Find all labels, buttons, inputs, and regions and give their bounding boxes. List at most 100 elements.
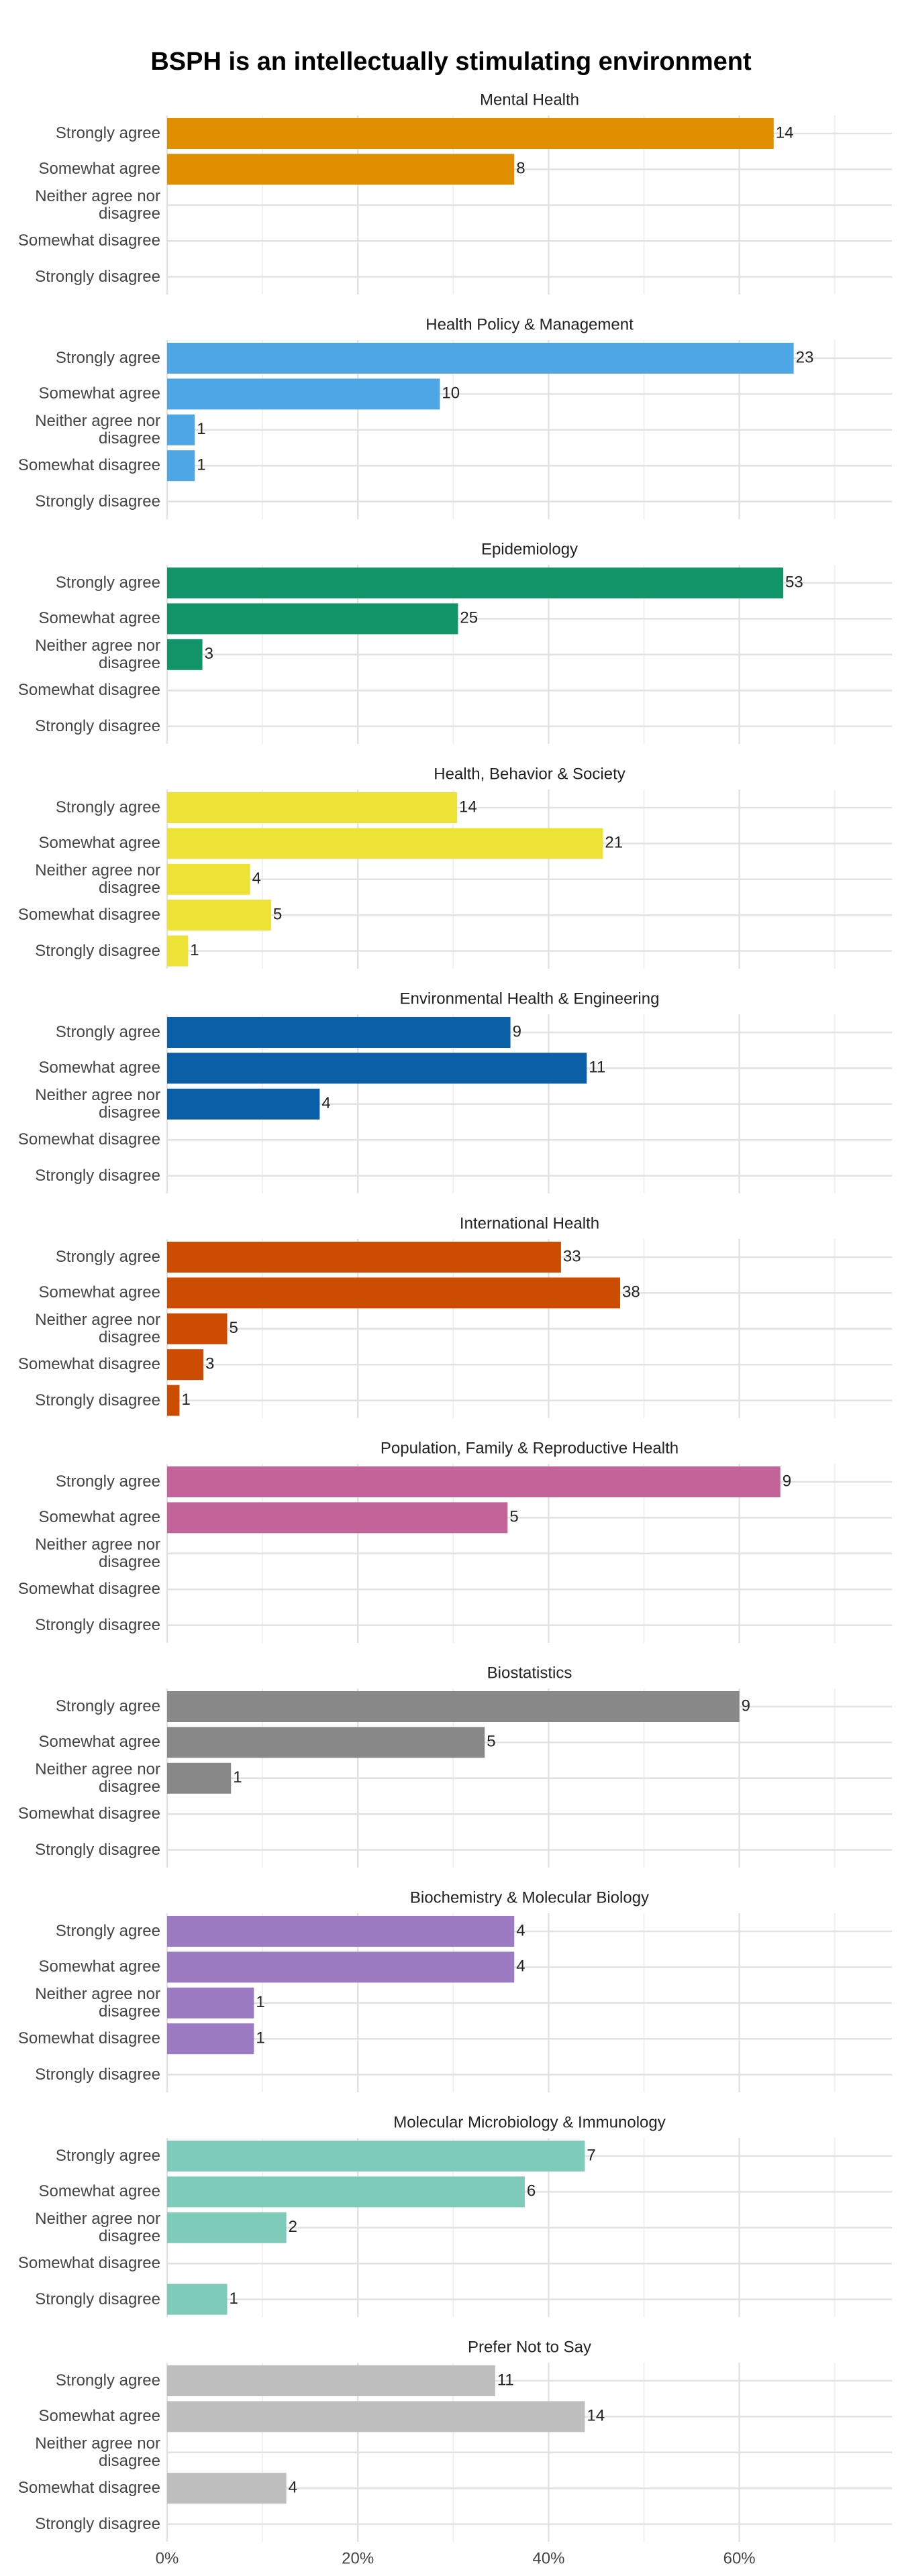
count-label: 21 <box>605 834 623 852</box>
bar <box>167 343 794 374</box>
panel-title: International Health <box>460 1214 599 1232</box>
category-label: Somewhat disagree <box>17 906 160 924</box>
bar <box>167 2212 287 2243</box>
category-label: Strongly agree <box>55 1697 160 1715</box>
bar <box>167 603 458 635</box>
count-label: 4 <box>289 2479 297 2497</box>
count-label: 4 <box>516 1957 525 1976</box>
panel-title: Biostatistics <box>487 1664 572 1682</box>
category-label: Strongly disagree <box>35 2514 160 2533</box>
count-label: 5 <box>487 1733 495 1751</box>
category-label: Neither agree nor disagree <box>35 861 160 897</box>
bar <box>167 935 189 967</box>
category-label: Neither agree nor disagree <box>35 411 160 447</box>
category-label: Strongly agree <box>55 1922 160 1940</box>
bar <box>167 828 603 859</box>
category-label: Somewhat agree <box>38 834 160 853</box>
count-label: 4 <box>252 869 261 888</box>
panel-title: Population, Family & Reproductive Health <box>381 1439 679 1457</box>
x-tick-label: 0% <box>156 2549 179 2567</box>
category-label: Strongly disagree <box>35 1840 160 1859</box>
count-label: 33 <box>563 1247 581 1265</box>
category-label: Somewhat disagree <box>17 1580 160 1599</box>
count-label: 1 <box>190 941 199 959</box>
bar <box>167 1088 320 1120</box>
category-label: Strongly agree <box>55 124 160 142</box>
count-label: 4 <box>516 1921 525 1939</box>
bar <box>167 568 783 598</box>
category-label: Neither agree nor disagree <box>35 1984 160 2021</box>
count-label: 23 <box>796 348 814 366</box>
category-label: Strongly agree <box>55 798 160 816</box>
bar <box>167 2473 287 2504</box>
category-label: Somewhat disagree <box>17 2254 160 2273</box>
bar <box>167 1691 740 1722</box>
panel-title: Environmental Health & Engineering <box>400 989 660 1008</box>
count-label: 3 <box>205 1355 214 1373</box>
count-label: 4 <box>321 1094 330 1112</box>
bar <box>167 792 457 823</box>
category-label: Strongly disagree <box>35 2065 160 2084</box>
category-label: Somewhat disagree <box>17 1355 160 1374</box>
count-label: 1 <box>256 2029 264 2047</box>
count-label: 1 <box>230 2290 238 2308</box>
bar <box>167 1987 254 2019</box>
panel-title: Mental Health <box>480 91 579 109</box>
panel-title: Health Policy & Management <box>425 315 634 333</box>
category-label: Strongly disagree <box>35 1391 160 1409</box>
category-label: Neither agree nor disagree <box>35 1760 160 1796</box>
category-label: Neither agree nor disagree <box>35 186 160 223</box>
category-label: Somewhat agree <box>38 1957 160 1976</box>
count-label: 5 <box>230 1319 238 1337</box>
category-label: Strongly agree <box>55 1023 160 1041</box>
count-label: 3 <box>205 645 213 663</box>
category-label: Somewhat agree <box>38 2407 160 2426</box>
category-label: Somewhat agree <box>38 609 160 628</box>
category-label: Strongly disagree <box>35 1166 160 1185</box>
bar <box>167 1277 620 1309</box>
bar <box>167 1951 515 1983</box>
count-label: 11 <box>589 1059 605 1077</box>
bar <box>167 414 195 445</box>
category-label: Strongly disagree <box>35 1615 160 1634</box>
category-label: Strongly agree <box>55 2147 160 2165</box>
count-label: 11 <box>497 2371 514 2389</box>
bar <box>167 154 515 185</box>
panel-title: Health, Behavior & Society <box>434 765 625 783</box>
category-label: Neither agree nor disagree <box>35 636 160 672</box>
category-label: Somewhat disagree <box>17 1805 160 1823</box>
panel-title: Epidemiology <box>481 540 578 558</box>
count-label: 6 <box>527 2182 536 2200</box>
category-label: Strongly disagree <box>35 941 160 960</box>
category-label: Somewhat disagree <box>17 456 160 475</box>
category-label: Strongly agree <box>55 1472 160 1491</box>
chart-title: BSPH is an intellectually stimulating en… <box>150 48 752 76</box>
category-label: Neither agree nor disagree <box>35 1535 160 1571</box>
count-label: 1 <box>256 1993 264 2011</box>
category-label: Somewhat agree <box>38 1059 160 1077</box>
bar <box>167 1313 228 1344</box>
bar <box>167 1349 203 1381</box>
count-label: 9 <box>783 1472 791 1490</box>
bar <box>167 1053 587 1084</box>
bar <box>167 2365 495 2396</box>
count-label: 9 <box>742 1697 750 1715</box>
category-label: Strongly agree <box>55 2371 160 2390</box>
count-label: 1 <box>197 420 205 438</box>
count-label: 1 <box>233 1768 242 1786</box>
count-label: 14 <box>776 123 794 142</box>
count-label: 5 <box>509 1508 518 1526</box>
category-label: Somewhat agree <box>38 1508 160 1527</box>
bar <box>167 2141 585 2171</box>
bar <box>167 2284 228 2315</box>
count-label: 9 <box>513 1022 521 1040</box>
x-tick-label: 60% <box>723 2549 756 2567</box>
bar <box>167 2176 525 2208</box>
category-label: Strongly disagree <box>35 2290 160 2308</box>
panel-title: Prefer Not to Say <box>468 2338 591 2356</box>
category-label: Strongly agree <box>55 574 160 592</box>
panel-title: Molecular Microbiology & Immunology <box>393 2113 666 2131</box>
bar <box>167 1466 781 1497</box>
category-label: Neither agree nor disagree <box>35 1085 160 1122</box>
category-label: Somewhat agree <box>38 384 160 403</box>
